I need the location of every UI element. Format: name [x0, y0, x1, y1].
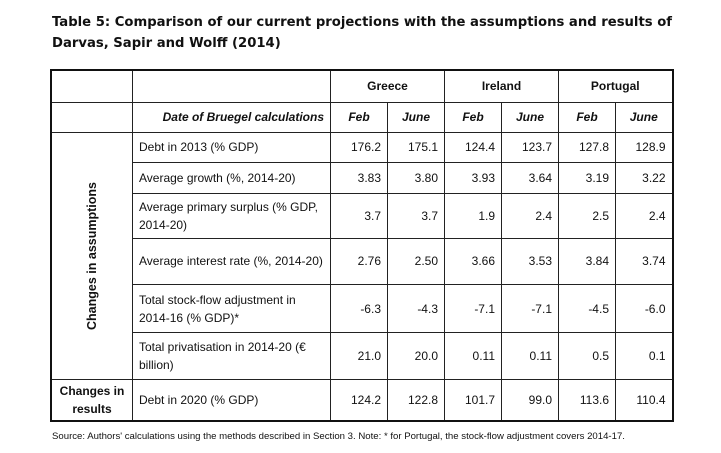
table-cell: 2.50 — [387, 237, 445, 286]
country-ireland: Ireland — [444, 69, 559, 103]
table-cell: -4.5 — [558, 284, 616, 334]
table-row: Total privatisation in 2014-20 (€ billio… — [51, 332, 674, 380]
table-cell: 2.5 — [558, 192, 616, 239]
table-cell: 21.0 — [330, 332, 388, 380]
table-cell: 3.93 — [444, 161, 502, 194]
table-cell: 127.8 — [558, 131, 616, 163]
row-label: Total stock-flow adjustment in 2014-16 (… — [132, 284, 331, 334]
table-cell: 3.66 — [444, 237, 502, 286]
country-greece: Greece — [330, 69, 445, 103]
month-header: June — [387, 101, 445, 133]
table-row: Average primary surplus (% GDP, 2014-20)… — [51, 192, 674, 239]
month-header: Feb — [444, 101, 502, 133]
table-cell: 20.0 — [387, 332, 445, 380]
table-cell: 124.2 — [330, 378, 388, 422]
table-cell: 3.84 — [558, 237, 616, 286]
month-header: June — [615, 101, 674, 133]
table-row: Changes in assumptions Debt in 2013 (% G… — [50, 131, 674, 380]
month-header: June — [501, 101, 559, 133]
table-cell: 0.11 — [444, 332, 502, 380]
table-row: Average growth (%, 2014-20) 3.83 3.80 3.… — [51, 161, 674, 194]
table-cell: 122.8 — [387, 378, 445, 422]
month-header-row: Date of Bruegel calculations Feb June Fe… — [50, 101, 674, 133]
table-cell: 1.9 — [444, 192, 502, 239]
table-cell: 3.83 — [330, 161, 388, 194]
table-cell: 123.7 — [501, 131, 559, 163]
date-header-label: Date of Bruegel calculations — [132, 101, 331, 133]
table-cell: 175.1 — [387, 131, 445, 163]
comparison-table: Greece Ireland Portugal Date of Bruegel … — [50, 69, 674, 422]
table-cell: -4.3 — [387, 284, 445, 334]
table-cell: 3.19 — [558, 161, 616, 194]
table-cell: 3.53 — [501, 237, 559, 286]
table-cell: 0.5 — [558, 332, 616, 380]
country-portugal: Portugal — [558, 69, 674, 103]
table-cell: -6.0 — [615, 284, 674, 334]
row-label: Average interest rate (%, 2014-20) — [132, 237, 331, 286]
assumptions-group-cell: Changes in assumptions — [50, 131, 133, 380]
table-cell: 176.2 — [330, 131, 388, 163]
table-row: Average interest rate (%, 2014-20) 2.76 … — [51, 237, 674, 286]
source-note: Source: Authors' calculations using the … — [52, 431, 625, 442]
table-cell: 0.1 — [615, 332, 674, 380]
month-header: Feb — [558, 101, 616, 133]
table-cell: 3.7 — [387, 192, 445, 239]
results-group-label: Changes in results — [50, 378, 133, 422]
table-cell: 2.4 — [615, 192, 674, 239]
blank-header-cell — [132, 69, 331, 103]
table-cell: 3.22 — [615, 161, 674, 194]
blank-corner-cell — [50, 69, 133, 103]
table-row: Total stock-flow adjustment in 2014-16 (… — [51, 284, 674, 334]
table-cell: 101.7 — [444, 378, 502, 422]
table-cell: 128.9 — [615, 131, 674, 163]
blank-cell — [50, 101, 133, 133]
table-cell: -7.1 — [501, 284, 559, 334]
table-cell: 3.64 — [501, 161, 559, 194]
table-cell: 3.7 — [330, 192, 388, 239]
table-cell: 3.80 — [387, 161, 445, 194]
table-cell: 113.6 — [558, 378, 616, 422]
results-row: Changes in results Debt in 2020 (% GDP) … — [50, 378, 674, 422]
country-header-row: Greece Ireland Portugal — [50, 69, 674, 103]
table-cell: -6.3 — [330, 284, 388, 334]
table-cell: 2.76 — [330, 237, 388, 286]
row-label: Total privatisation in 2014-20 (€ billio… — [132, 332, 331, 380]
row-label: Average growth (%, 2014-20) — [132, 161, 331, 194]
table-title: Table 5: Comparison of our current proje… — [52, 15, 672, 51]
row-label: Average primary surplus (% GDP, 2014-20) — [132, 192, 331, 239]
row-label: Debt in 2020 (% GDP) — [132, 378, 331, 422]
table-cell: 2.4 — [501, 192, 559, 239]
table-cell: 3.74 — [615, 237, 674, 286]
table-cell: 124.4 — [444, 131, 502, 163]
table-cell: 110.4 — [615, 378, 674, 422]
assumptions-group-label: Changes in assumptions — [85, 181, 99, 330]
table-cell: 99.0 — [501, 378, 559, 422]
row-label: Debt in 2013 (% GDP) — [132, 131, 331, 163]
table-cell: -7.1 — [444, 284, 502, 334]
table-cell: 0.11 — [501, 332, 559, 380]
month-header: Feb — [330, 101, 388, 133]
